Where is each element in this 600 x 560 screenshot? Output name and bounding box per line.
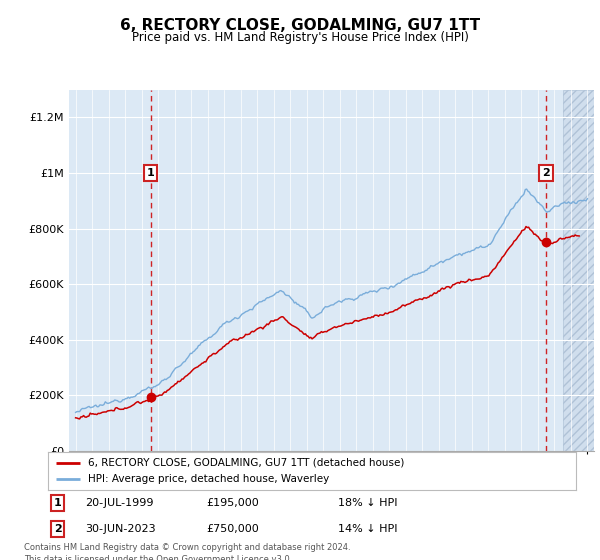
Text: 14% ↓ HPI: 14% ↓ HPI — [338, 524, 398, 534]
Text: £750,000: £750,000 — [206, 524, 259, 534]
Text: 18% ↓ HPI: 18% ↓ HPI — [338, 498, 398, 508]
Text: Price paid vs. HM Land Registry's House Price Index (HPI): Price paid vs. HM Land Registry's House … — [131, 31, 469, 44]
Text: 6, RECTORY CLOSE, GODALMING, GU7 1TT: 6, RECTORY CLOSE, GODALMING, GU7 1TT — [120, 18, 480, 33]
Text: 30-JUN-2023: 30-JUN-2023 — [85, 524, 155, 534]
Text: 20-JUL-1999: 20-JUL-1999 — [85, 498, 154, 508]
Text: Contains HM Land Registry data © Crown copyright and database right 2024.
This d: Contains HM Land Registry data © Crown c… — [24, 543, 350, 560]
Text: 2: 2 — [542, 168, 550, 178]
Text: £195,000: £195,000 — [206, 498, 259, 508]
Text: 2: 2 — [53, 524, 61, 534]
Text: HPI: Average price, detached house, Waverley: HPI: Average price, detached house, Wave… — [88, 474, 329, 484]
Text: 6, RECTORY CLOSE, GODALMING, GU7 1TT (detached house): 6, RECTORY CLOSE, GODALMING, GU7 1TT (de… — [88, 458, 404, 468]
Text: 1: 1 — [147, 168, 155, 178]
Text: 1: 1 — [53, 498, 61, 508]
